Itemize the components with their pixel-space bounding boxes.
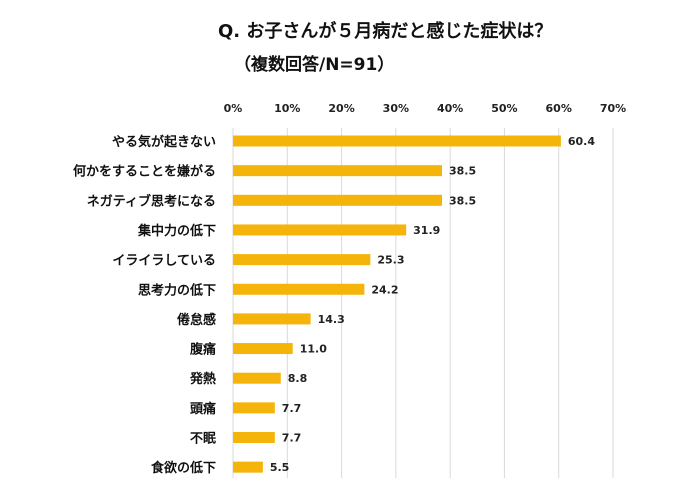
data-label: 7.7: [282, 432, 302, 445]
category-label: 食欲の低下: [151, 460, 216, 476]
data-label: 8.8: [288, 372, 308, 385]
x-tick-label: 30%: [383, 102, 409, 115]
category-label: 腹痛: [190, 342, 216, 358]
data-label: 5.5: [270, 461, 290, 474]
x-tick-label: 40%: [437, 102, 463, 115]
category-label: 発熱: [189, 371, 216, 387]
data-label: 7.7: [282, 402, 302, 415]
bar: [233, 224, 407, 236]
bar: [233, 402, 275, 414]
category-label: 集中力の低下: [137, 223, 216, 239]
chart-subtitle: （複数回答/N=91）: [234, 55, 395, 75]
category-label: 何かをすることを嫌がる: [73, 164, 216, 180]
data-label: 25.3: [377, 254, 404, 267]
bar: [233, 283, 365, 295]
bar: [233, 432, 275, 443]
x-tick-label: 10%: [274, 102, 300, 115]
data-label: 60.4: [568, 135, 595, 148]
category-label: やる気が起きない: [112, 134, 216, 150]
x-tick-label: 50%: [491, 102, 517, 115]
bar: [233, 313, 311, 325]
data-label: 31.9: [413, 224, 440, 237]
bar: [233, 343, 293, 355]
chart-title: Q. お子さんが５月病だと感じた症状は？: [218, 21, 553, 42]
bar: [233, 165, 442, 177]
data-label: 38.5: [449, 165, 476, 178]
data-label: 24.2: [371, 283, 398, 296]
data-label: 38.5: [449, 194, 476, 207]
bar: [233, 254, 371, 266]
x-tick-label: 20%: [328, 102, 354, 115]
bar: [233, 194, 442, 206]
category-label: 不眠: [190, 432, 216, 447]
x-tick-label: 60%: [546, 102, 572, 115]
category-label: イライラしている: [112, 254, 216, 269]
bar: [233, 461, 263, 473]
x-tick-label: 70%: [600, 102, 626, 115]
category-label: 倦怠感: [177, 312, 216, 328]
bar: [233, 135, 561, 147]
bar: [233, 372, 281, 384]
category-label: 頭痛: [190, 401, 216, 417]
x-tick-label: 0%: [224, 102, 243, 115]
data-label: 14.3: [318, 313, 345, 326]
category-label: ネガティブ思考になる: [87, 193, 216, 209]
data-label: 11.0: [300, 343, 327, 356]
category-label: 思考力の低下: [138, 282, 216, 298]
